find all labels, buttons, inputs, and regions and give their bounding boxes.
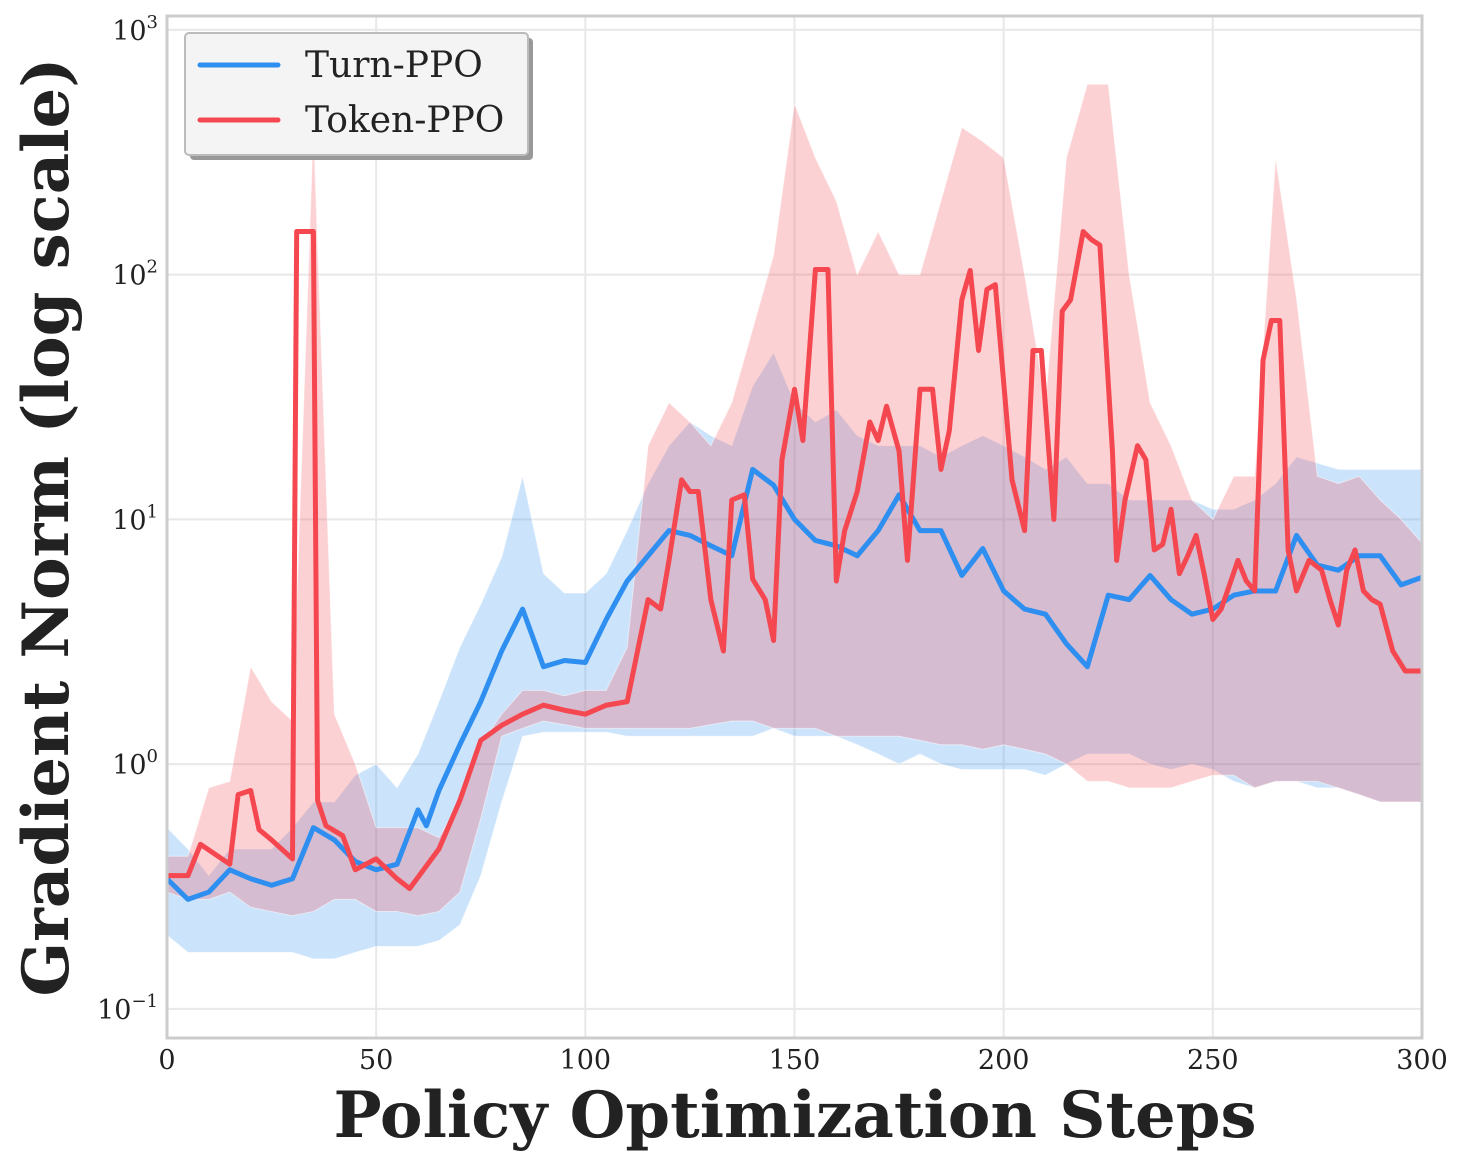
y-tick-base: 10 [112,261,146,292]
legend: Turn-PPO Token-PPO [184,32,533,160]
x-tick-label: 150 [769,1045,821,1076]
x-tick-label: 0 [158,1045,175,1076]
y-tick-exponent: 3 [147,12,158,33]
y-tick-base: 10 [112,16,146,47]
line-token-ppo [167,229,1422,892]
y-tick-label: 101 [112,501,158,536]
y-tick-base: 10 [112,750,146,781]
y-tick-label: 100 [112,746,158,781]
x-tick-label: 200 [978,1045,1030,1076]
y-tick-label: 10−1 [97,991,158,1026]
plot-frame [165,14,1424,1040]
y-tick-label: 103 [112,12,158,47]
legend-label: Turn-PPO [305,45,483,86]
y-tick-label: 102 [112,257,158,292]
y-tick-base: 10 [112,505,146,536]
y-axis-label: Gradient Norm (log scale) [9,58,84,997]
x-axis-label: Policy Optimization Steps [333,1078,1256,1153]
y-tick-base: 10 [97,995,131,1026]
y-tick-exponent: 0 [147,746,158,767]
legend-label: Token-PPO [305,100,504,141]
y-tick-exponent: 2 [147,257,158,278]
series-lines [165,229,1423,902]
x-tick-labels: 0 50 100 150 200 250 300 [158,1045,1447,1076]
x-tick-label: 50 [359,1045,393,1076]
x-tick-label: 300 [1396,1045,1448,1076]
x-tick-label: 250 [1187,1045,1239,1076]
y-tick-exponent: 1 [147,501,158,522]
y-tick-exponent: −1 [131,991,158,1012]
x-tick-label: 100 [560,1045,612,1076]
